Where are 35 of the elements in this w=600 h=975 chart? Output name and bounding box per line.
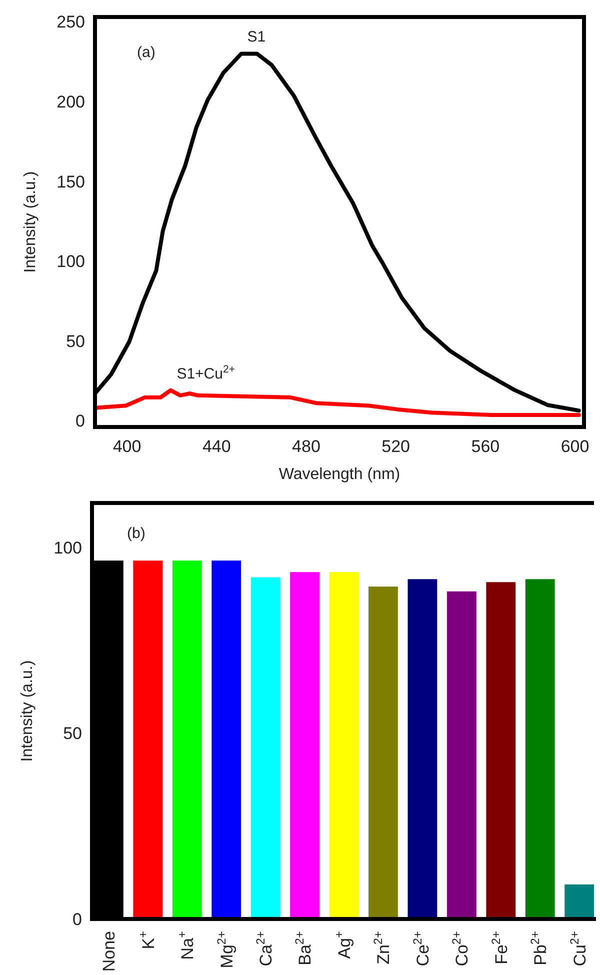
x-tick-label: 400 [112,437,142,456]
y-tick-label: 100 [54,538,82,558]
bar [408,579,438,919]
x-tick-label: 480 [292,437,320,456]
x-tick-label: 520 [382,437,410,456]
bar [525,579,555,919]
bar [172,560,202,919]
bar [329,572,359,919]
y-axis-title: Intensity (a.u.) [19,660,36,762]
bar [368,586,398,919]
bar [446,591,476,919]
y-tick-label: 0 [76,412,85,431]
x-tick-label: None [100,931,119,972]
y-axis-title: Intensity (a.u.) [22,171,39,273]
bar [250,577,280,919]
x-axis-title: Wavelength (nm) [278,466,400,483]
bar [486,582,516,919]
y-tick-label: 0 [72,910,82,929]
bar [564,884,594,919]
annotation: (a) [137,44,156,61]
y-tick-label: 50 [63,724,82,744]
bar [290,572,320,919]
y-tick-label: 50 [66,332,85,351]
bar [133,560,163,919]
series-label: S1 [247,28,266,46]
y-tick-label: 250 [56,12,85,32]
x-tick-label: 560 [471,437,500,456]
annotation: (b) [127,525,146,542]
y-tick-label: 200 [56,92,85,112]
y-tick-label: 100 [56,252,85,272]
y-tick-label: 150 [56,172,85,192]
bar [212,560,242,919]
x-tick-label: 600 [560,437,590,456]
x-tick-label: 440 [202,437,231,456]
series-label: S1+Cu$^{2+}$ [176,363,235,382]
